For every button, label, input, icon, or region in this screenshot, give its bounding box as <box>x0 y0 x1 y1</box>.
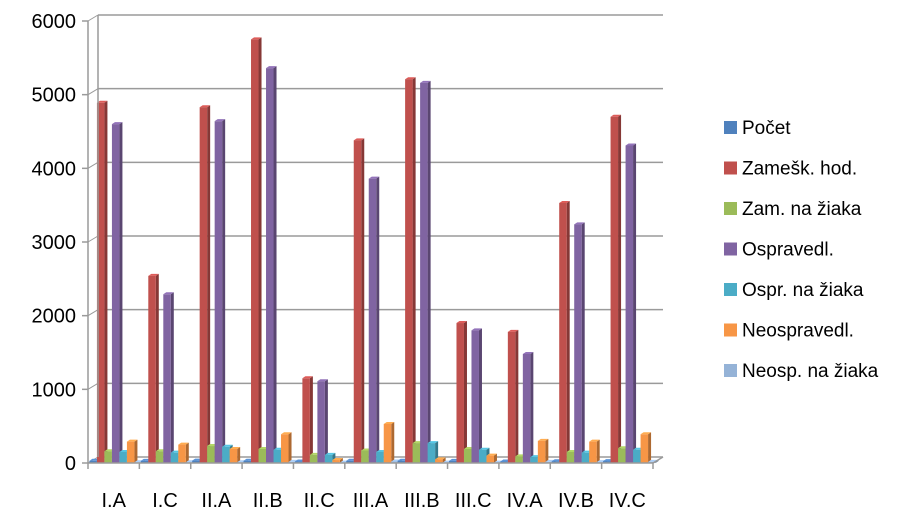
gridline-depth-4 <box>87 161 99 169</box>
legend-label-5: Neospravedl. <box>742 321 854 342</box>
x-tick-label-6: III.B <box>404 490 440 512</box>
gridline-depth-3 <box>87 235 99 243</box>
x-tick-label-4: II.C <box>304 490 335 512</box>
x-tick-label-5: III.A <box>353 490 389 512</box>
y-tick-label-4: 4000 <box>32 158 77 180</box>
legend-item-6: Neosp. na žiaka <box>724 361 879 382</box>
bar-I.A-Ospravedl. <box>111 122 123 463</box>
bar-II.A-Zamešk. hod. <box>199 105 211 463</box>
x-tick-label-9: IV.B <box>558 490 594 512</box>
x-tick-label-8: IV.A <box>507 490 544 512</box>
legend-item-2: Zam. na žiaka <box>724 199 862 220</box>
x-tick-label-3: II.B <box>253 490 283 512</box>
y-tick-label-3: 3000 <box>32 232 77 254</box>
bar-IV.A-Neospravedl. <box>537 438 549 463</box>
bar-IV.C-Ospravedl. <box>625 143 637 463</box>
legend-swatch-0 <box>724 121 737 134</box>
bar-II.B-Ospravedl. <box>266 66 277 463</box>
legend-item-1: Zamešk. hod. <box>724 159 857 180</box>
legend-swatch-3 <box>724 242 737 256</box>
bar-II.C-Zamešk. hod. <box>302 376 313 463</box>
y-tick-label-5: 5000 <box>32 85 77 107</box>
legend: Počet Zamešk. hod. Zam. na žiaka Ospravedl.… <box>724 118 879 382</box>
gridline-depth-1 <box>87 382 99 390</box>
x-tick-label-0: I.A <box>101 490 126 512</box>
bar-III.C-Zamešk. hod. <box>456 321 467 463</box>
x-tick-label-1: I.C <box>152 490 178 512</box>
bar-I.C-Neospravedl. <box>178 442 189 463</box>
bar-III.C-Neospravedl. <box>486 453 497 463</box>
bar-II.A-Neospravedl. <box>229 447 241 463</box>
legend-label-6: Neosp. na žiaka <box>742 361 879 382</box>
y-tick-label-2: 2000 <box>32 306 77 328</box>
y-axis-tick-labels: 0 1000 2000 3000 4000 5000 6000 <box>32 11 88 475</box>
legend-label-4: Ospr. na žiaka <box>742 280 864 301</box>
bar-III.B-Ospr. na žiaka <box>427 441 439 463</box>
legend-label-3: Ospravedl. <box>742 240 834 261</box>
bar-III.A-Neospravedl. <box>383 421 395 463</box>
bar-IV.C-Zamešk. hod. <box>610 114 622 464</box>
legend-swatch-4 <box>724 283 737 296</box>
bar-IV.B-Ospravedl. <box>574 222 585 463</box>
bar-I.C-Ospravedl. <box>163 292 174 463</box>
bar-III.B-Ospravedl. <box>420 80 431 463</box>
x-tick-label-10: IV.C <box>609 490 646 512</box>
legend-swatch-1 <box>724 161 737 175</box>
x-tick-label-7: III.C <box>455 490 492 512</box>
y-tick-label-1: 1000 <box>32 379 77 401</box>
legend-label-0: Počet <box>742 118 791 139</box>
floor-edge <box>652 456 664 464</box>
bar-I.C-Zamešk. hod. <box>148 273 159 463</box>
gridline-depth-2 <box>87 309 99 317</box>
bar-II.C-Ospravedl. <box>317 379 328 463</box>
bar-III.A-Ospravedl. <box>368 176 380 463</box>
legend-label-2: Zam. na žiaka <box>742 199 862 220</box>
bar-IV.B-Zamešk. hod. <box>559 200 570 463</box>
legend-item-5: Neospravedl. <box>724 321 854 342</box>
bar-III.B-Neospravedl. <box>435 457 446 463</box>
y-tick-label-6: 6000 <box>32 11 77 33</box>
bar-I.A-Zamešk. hod. <box>96 100 108 464</box>
bar-II.A-Ospravedl. <box>214 119 226 463</box>
legend-item-4: Ospr. na žiaka <box>724 280 864 301</box>
legend-item-3: Ospravedl. <box>724 240 834 261</box>
bar-IV.A-Zamešk. hod. <box>507 329 519 463</box>
bar-II.B-Zamešk. hod. <box>251 37 262 464</box>
bar-I.A-Neospravedl. <box>126 439 138 463</box>
bar-III.C-Ospravedl. <box>471 328 482 463</box>
legend-swatch-6 <box>724 364 737 377</box>
bar-II.C-Neospravedl. <box>332 458 343 463</box>
x-tick-label-2: II.A <box>201 490 232 512</box>
y-tick-label-0: 0 <box>65 453 76 475</box>
gridlines <box>87 14 663 464</box>
legend-item-0: Počet <box>724 118 791 139</box>
legend-swatch-5 <box>724 323 737 337</box>
bar-III.A-Zamešk. hod. <box>353 138 365 463</box>
bar-III.B-Zamešk. hod. <box>405 77 416 464</box>
bar-II.B-Neospravedl. <box>281 432 292 463</box>
legend-swatch-2 <box>724 202 737 215</box>
legend-label-1: Zamešk. hod. <box>742 159 857 180</box>
bars <box>89 37 659 464</box>
gridline-depth-6 <box>87 14 99 22</box>
x-axis-tick-labels: I.A I.C II.A II.B II.C III.A III.B III.C IV.A IV.… <box>87 463 654 512</box>
bar-IV.C-Neospravedl. <box>640 432 652 463</box>
bar-IV.A-Ospravedl. <box>522 351 534 463</box>
bar-IV.B-Neospravedl. <box>589 439 600 463</box>
gridline-depth-5 <box>87 88 99 96</box>
